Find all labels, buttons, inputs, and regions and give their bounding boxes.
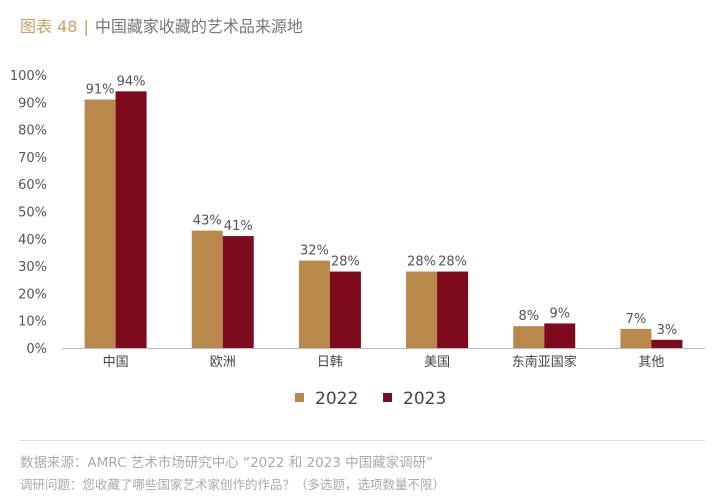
bar-2022 (298, 260, 330, 348)
data-label: 7% (626, 312, 647, 327)
data-label: 28% (407, 255, 436, 270)
y-tick-label: 100% (10, 69, 47, 84)
x-tick-label: 东南亚国家 (512, 354, 577, 370)
data-label: 28% (438, 255, 467, 270)
survey-question: 调研问题：您收藏了哪些国家艺术家创作的作品？（多选题，选项数量不限） (20, 477, 446, 492)
y-tick-label: 70% (18, 151, 47, 166)
bar-2023 (437, 271, 469, 348)
data-label: 28% (331, 255, 360, 270)
bar-2023 (329, 271, 361, 348)
data-label: 32% (300, 244, 329, 259)
bar-2023 (222, 236, 254, 348)
data-label: 91% (86, 83, 115, 98)
y-tick-label: 30% (18, 260, 47, 275)
data-label: 9% (549, 306, 570, 321)
bar-2022 (406, 271, 438, 348)
y-tick-label: 20% (18, 287, 47, 302)
x-tick-label: 其他 (638, 355, 664, 370)
bar-2023 (115, 91, 147, 348)
data-source: 数据来源：AMRC 艺术市场研究中心 “2022 和 2023 中国藏家调研” (20, 455, 434, 471)
y-tick-label: 40% (18, 233, 47, 248)
bar-2023 (651, 339, 683, 348)
data-label: 3% (657, 323, 678, 338)
bar-2022 (84, 99, 116, 348)
bar-2023 (544, 323, 576, 348)
chart-title: 图表 48 | 中国藏家收藏的艺术品来源地 (20, 13, 303, 37)
x-tick-label: 中国 (103, 355, 129, 370)
legend-swatch-2023 (383, 393, 392, 402)
footer-divider (20, 440, 705, 441)
figure-number: 图表 48 (20, 17, 78, 36)
bar-2022 (191, 230, 223, 348)
bar-2022 (513, 326, 545, 348)
y-tick-label: 0% (26, 342, 47, 357)
legend-label: 2022 (315, 389, 358, 409)
legend-label: 2023 (403, 389, 446, 409)
x-tick-label: 美国 (424, 355, 450, 370)
y-tick-label: 10% (18, 315, 47, 330)
y-tick-label: 60% (18, 178, 47, 193)
x-tick-label: 欧洲 (210, 355, 236, 370)
y-tick-label: 80% (18, 124, 47, 139)
title-text: 中国藏家收藏的艺术品来源地 (94, 17, 303, 36)
title-separator: | (83, 17, 89, 36)
data-label: 8% (518, 309, 539, 324)
y-tick-label: 50% (18, 206, 47, 221)
legend-swatch-2022 (295, 393, 304, 402)
y-tick-label: 90% (18, 96, 47, 111)
data-label: 41% (224, 219, 253, 234)
x-tick-label: 日韩 (317, 355, 343, 370)
data-label: 43% (193, 214, 222, 229)
bar-chart: 0% 10% 20% 30% 40% 50% 60% 70% 80% 90% 100% 91%94% 中… (10, 69, 705, 409)
bar-2022 (620, 328, 652, 348)
data-label: 94% (117, 74, 146, 89)
